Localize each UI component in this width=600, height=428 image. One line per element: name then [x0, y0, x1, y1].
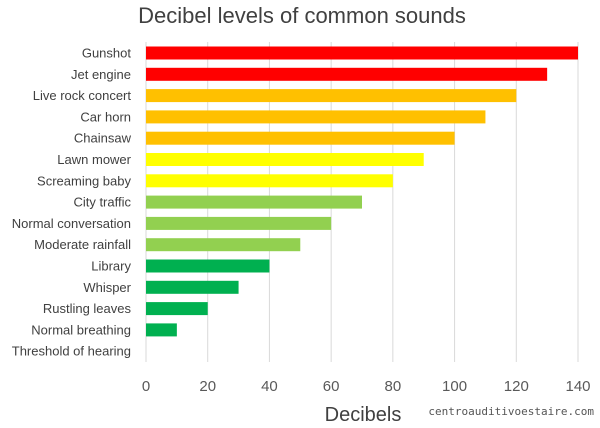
- category-label: Library: [91, 259, 131, 274]
- x-tick-label: 100: [442, 378, 467, 395]
- bar: [146, 46, 578, 60]
- x-axis-label: Decibels: [325, 404, 402, 426]
- category-label: Lawn mower: [57, 152, 131, 167]
- category-label: Whisper: [83, 280, 131, 295]
- bar: [146, 153, 424, 166]
- x-tick-label: 80: [385, 378, 402, 395]
- category-label: Rustling leaves: [43, 301, 132, 316]
- bar: [146, 195, 362, 209]
- bar: [146, 174, 393, 188]
- category-label: Moderate rainfall: [34, 237, 131, 252]
- bar: [146, 323, 177, 337]
- bar: [146, 216, 332, 230]
- category-labels: Gunshot Jet engine Live rock concert Car ho…: [12, 46, 132, 359]
- bar: [146, 280, 239, 294]
- bar: [146, 110, 486, 124]
- category-label: Live rock concert: [33, 88, 132, 103]
- bar: [146, 238, 301, 252]
- x-tick-label: 40: [261, 378, 278, 395]
- category-label: Jet engine: [71, 67, 131, 82]
- category-label: Chainsaw: [74, 131, 132, 146]
- x-tick-label: 140: [565, 378, 590, 395]
- category-label: City traffic: [73, 195, 131, 210]
- x-axis-ticks: 0 20 40 60 80 100 120 140: [142, 378, 591, 395]
- bar: [146, 302, 208, 316]
- x-tick-label: 120: [504, 378, 529, 395]
- bar: [146, 89, 517, 103]
- category-label: Screaming baby: [37, 173, 131, 188]
- category-label: Normal conversation: [12, 216, 131, 231]
- category-label: Normal breathing: [31, 322, 131, 337]
- bars: [146, 46, 578, 337]
- category-label: Threshold of hearing: [12, 344, 131, 359]
- category-label: Gunshot: [82, 46, 132, 61]
- bar: [146, 67, 548, 81]
- x-tick-label: 60: [323, 378, 340, 395]
- x-tick-label: 0: [142, 378, 150, 395]
- x-tick-label: 20: [199, 378, 216, 395]
- bar: [146, 259, 270, 273]
- category-label: Car horn: [80, 109, 131, 124]
- chart-title: Decibel levels of common sounds: [138, 3, 466, 28]
- watermark: centroauditivoestaire.com: [428, 405, 594, 418]
- bar: [146, 131, 455, 145]
